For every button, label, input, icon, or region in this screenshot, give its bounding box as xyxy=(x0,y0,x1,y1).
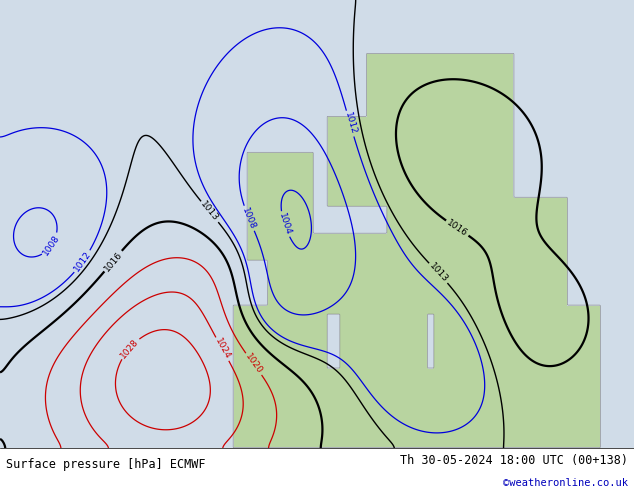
Text: 1012: 1012 xyxy=(342,111,358,136)
Text: 1020: 1020 xyxy=(243,352,264,376)
Text: 1024: 1024 xyxy=(213,337,232,361)
Text: 1004: 1004 xyxy=(277,212,292,237)
Text: 1016: 1016 xyxy=(102,249,124,273)
Text: 1013: 1013 xyxy=(427,262,450,285)
Text: 1028: 1028 xyxy=(119,337,141,360)
Text: 1008: 1008 xyxy=(41,233,62,257)
Text: ©weatheronline.co.uk: ©weatheronline.co.uk xyxy=(503,477,628,488)
Text: 1013: 1013 xyxy=(199,200,221,223)
Text: 1012: 1012 xyxy=(72,250,93,273)
Text: 1008: 1008 xyxy=(240,206,257,231)
Text: Surface pressure [hPa] ECMWF: Surface pressure [hPa] ECMWF xyxy=(6,458,206,471)
Text: Th 30-05-2024 18:00 UTC (00+138): Th 30-05-2024 18:00 UTC (00+138) xyxy=(399,454,628,466)
Text: 1016: 1016 xyxy=(445,218,469,238)
